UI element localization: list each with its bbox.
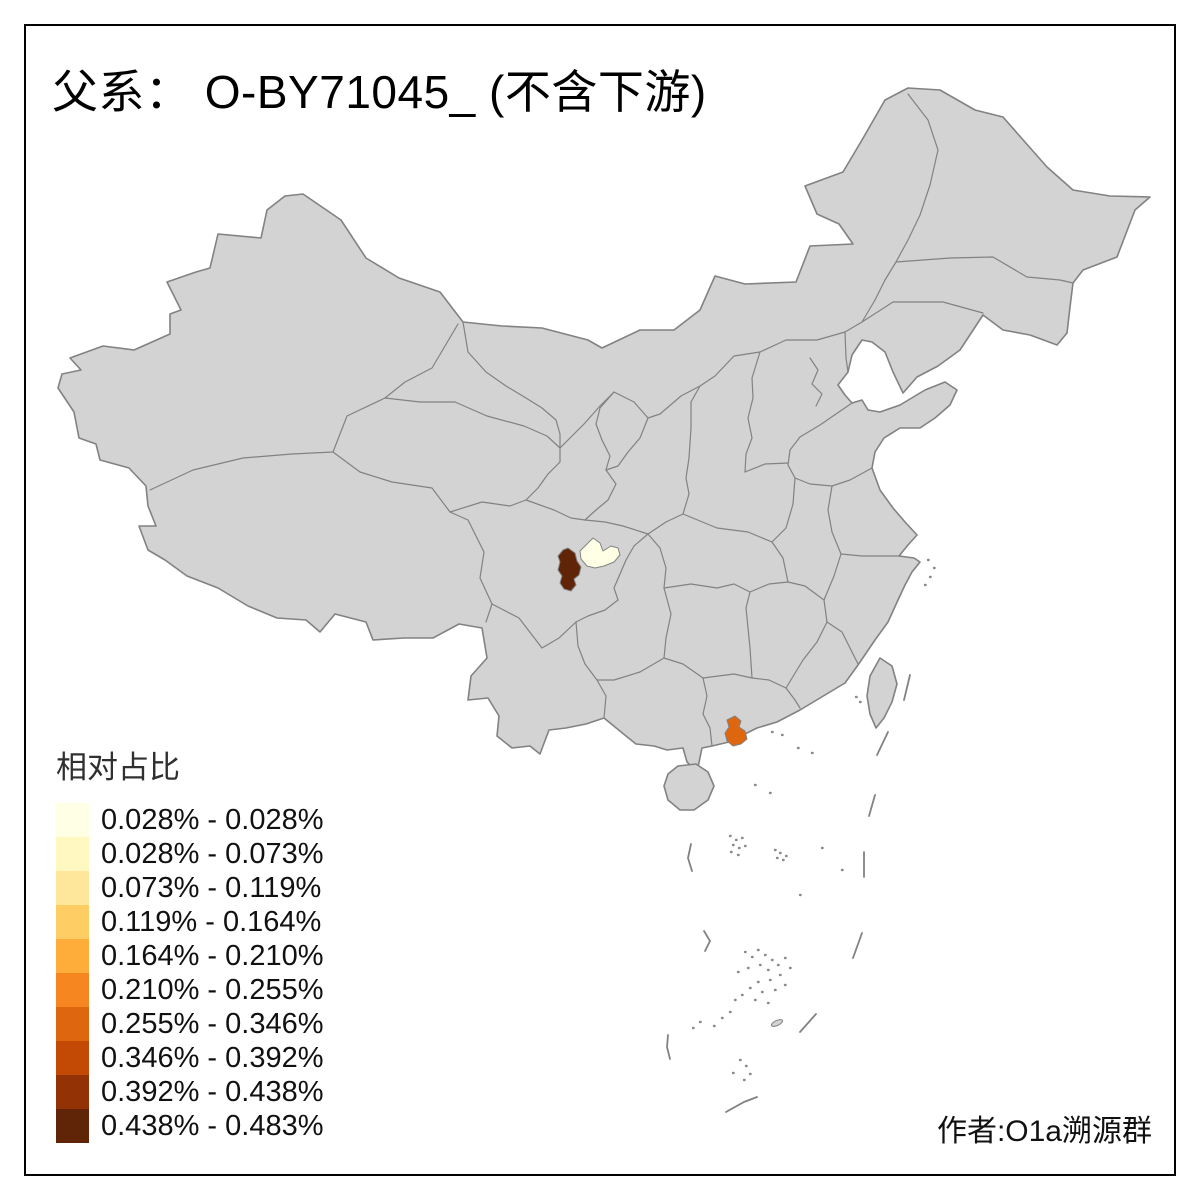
nine-dash-line (666, 674, 911, 1113)
attribution-text: 作者:O1a溯源群 (936, 1115, 1152, 1148)
province-borders (149, 93, 1074, 747)
region-guangdong-west-orange (724, 715, 748, 747)
hainan-island (663, 763, 715, 811)
legend-row: 0.164% - 0.210% (56, 939, 323, 973)
legend-swatch (56, 803, 89, 837)
region-sichuan-west-dark (557, 547, 582, 592)
legend-label: 0.346% - 0.392% (101, 1041, 324, 1074)
legend-row: 0.210% - 0.255% (56, 973, 323, 1007)
legend-label: 0.028% - 0.073% (101, 837, 324, 870)
legend-swatch (56, 905, 89, 939)
legend-row: 0.346% - 0.392% (56, 1041, 323, 1075)
figure-title: 父系： O-BY71045_ (不含下游) (52, 66, 707, 118)
taiwan-island (866, 657, 898, 729)
legend-swatch (56, 837, 89, 871)
legend-label: 0.438% - 0.483% (101, 1109, 324, 1142)
legend-row: 0.438% - 0.483% (56, 1109, 323, 1143)
region-sichuan-basin-light (579, 537, 621, 569)
legend-row: 0.255% - 0.346% (56, 1007, 323, 1041)
legend-label: 0.392% - 0.438% (101, 1075, 324, 1108)
highlighted-regions (557, 537, 748, 747)
legend-swatch (56, 1007, 89, 1041)
legend-swatch (56, 1075, 89, 1109)
legend: 相对占比 0.028% - 0.028% 0.028% - 0.073% 0.0… (56, 742, 323, 1143)
legend-swatch (56, 1109, 89, 1143)
legend-row: 0.119% - 0.164% (56, 905, 323, 939)
legend-label: 0.028% - 0.028% (101, 803, 324, 836)
legend-row: 0.073% - 0.119% (56, 871, 323, 905)
islet-dots (691, 558, 936, 1082)
legend-label: 0.119% - 0.164% (101, 905, 322, 938)
legend-swatch (56, 939, 89, 973)
legend-title: 相对占比 (56, 750, 180, 785)
legend-label: 0.073% - 0.119% (101, 871, 322, 904)
legend-swatch (56, 973, 89, 1007)
plot-frame (24, 24, 1176, 1176)
legend-swatch (56, 871, 89, 905)
legend-row: 0.392% - 0.438% (56, 1075, 323, 1109)
legend-row: 0.028% - 0.028% (56, 803, 323, 837)
legend-label: 0.255% - 0.346% (101, 1007, 324, 1040)
legend-label: 0.164% - 0.210% (101, 939, 324, 972)
legend-row: 0.028% - 0.073% (56, 837, 323, 871)
spratly-islet (770, 1019, 784, 1027)
legend-swatch (56, 1041, 89, 1075)
legend-label: 0.210% - 0.255% (101, 973, 324, 1006)
